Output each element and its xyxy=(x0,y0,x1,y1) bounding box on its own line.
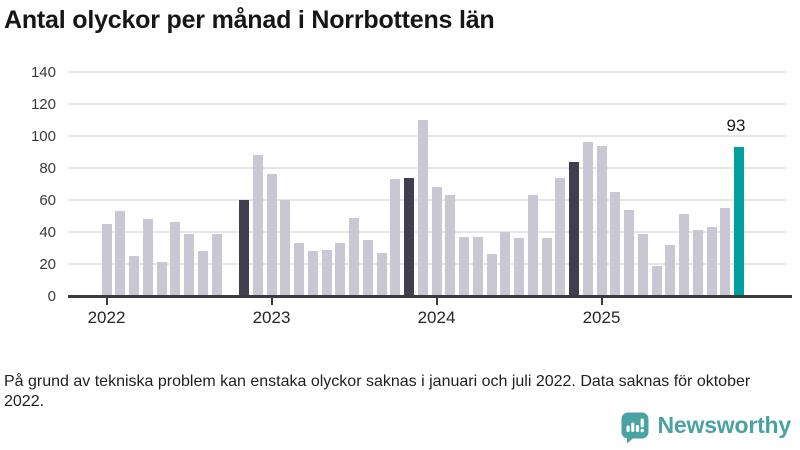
x-axis-label-2022: 2022 xyxy=(87,308,126,327)
bar-2022-04 xyxy=(142,219,153,296)
bar-2024-03 xyxy=(459,236,469,296)
y-axis-label-100: 100 xyxy=(30,128,56,145)
bar-2023-05 xyxy=(321,249,332,296)
x-axis-line xyxy=(68,295,792,298)
bar-2025-05 xyxy=(651,265,662,296)
x-axis-tick-2023 xyxy=(270,298,273,305)
footnote: På grund av tekniska problem kan enstaka… xyxy=(4,373,751,410)
x-axis-label-2024: 2024 xyxy=(417,308,456,327)
gridline-140 xyxy=(68,71,786,73)
bar-2023-12 xyxy=(417,120,428,296)
bar-2022-12 xyxy=(252,155,263,296)
x-axis-tick-2025 xyxy=(600,298,603,305)
bar-2025-01 xyxy=(596,145,607,296)
bar-2025-04 xyxy=(637,233,648,296)
bar-2022-06 xyxy=(170,222,181,296)
bar-2025-10 xyxy=(720,208,731,296)
bar-chart-area: 0 20 40 60 80 100 120 140 2022 2023 2024 2025 93 xyxy=(30,64,792,327)
x-axis-label-2023: 2023 xyxy=(252,308,291,327)
bar-2023-09 xyxy=(376,252,387,296)
bar-2025-08 xyxy=(692,230,703,296)
bar-2022-03 xyxy=(129,256,139,296)
y-axis-label-140: 140 xyxy=(30,64,56,81)
bar-2024-01 xyxy=(431,187,442,296)
bar-2023-01 xyxy=(266,174,277,296)
y-axis-label-20: 20 xyxy=(39,256,56,273)
latest-value-label: 93 xyxy=(726,116,746,136)
bar-2023-03 xyxy=(294,243,304,296)
bar-2023-08 xyxy=(362,240,373,296)
bar-2025-09 xyxy=(706,227,717,296)
y-axis-label-40: 40 xyxy=(39,224,56,241)
bar-2024-04 xyxy=(472,236,483,296)
y-axis-label-0: 0 xyxy=(47,288,56,305)
bar-2022-05 xyxy=(156,262,167,296)
bar-2024-12 xyxy=(582,142,593,296)
bar-2025-03 xyxy=(624,209,634,296)
bar-2024-07 xyxy=(514,238,524,296)
bar-2025-02 xyxy=(610,192,621,296)
bar-2024-09 xyxy=(541,238,552,296)
bar-2023-10 xyxy=(390,179,401,296)
bar-2024-08 xyxy=(527,195,538,296)
y-axis-label-80: 80 xyxy=(39,160,56,177)
bar-2024-02 xyxy=(445,195,456,296)
chart-title: Antal olyckor per månad i Norrbottens lä… xyxy=(4,6,495,34)
bar-2024-06 xyxy=(500,232,511,296)
x-axis-tick-2024 xyxy=(435,298,438,305)
bar-2022-02 xyxy=(115,211,126,296)
x-axis-tick-2022 xyxy=(105,298,108,305)
bar-2025-06 xyxy=(665,244,676,296)
bar-2022-08 xyxy=(197,251,208,296)
bar-2023-06 xyxy=(335,243,346,296)
bar-2024-05 xyxy=(486,254,497,296)
bar-2025-07 xyxy=(679,214,689,296)
bar-2025-11 xyxy=(734,147,744,296)
y-axis-label-120: 120 xyxy=(30,96,56,113)
bar-2023-02 xyxy=(280,200,291,296)
y-axis-label-60: 60 xyxy=(39,192,56,209)
newsworthy-icon xyxy=(621,412,649,444)
bar-2023-07 xyxy=(349,217,359,296)
bar-2022-09 xyxy=(211,233,222,296)
bar-2023-11 xyxy=(404,177,414,296)
bar-2023-04 xyxy=(307,251,318,296)
newsworthy-wordmark: Newsworthy xyxy=(657,411,792,438)
bar-2022-07 xyxy=(184,233,194,296)
x-axis-label-2025: 2025 xyxy=(582,308,621,327)
bar-2024-10 xyxy=(555,177,566,296)
bar-2022-01 xyxy=(101,224,112,296)
gridline-120 xyxy=(68,103,786,105)
bar-2022-11 xyxy=(239,200,249,296)
newsworthy-logo: Newsworthy xyxy=(621,412,791,444)
bar-2024-11 xyxy=(569,161,579,296)
